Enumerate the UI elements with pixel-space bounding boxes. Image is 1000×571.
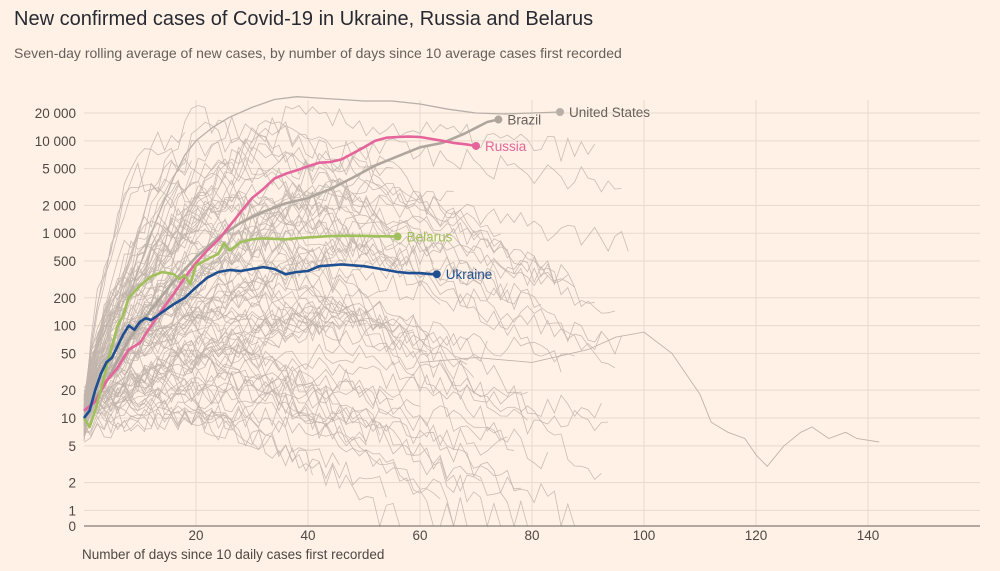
background-country-line <box>83 181 602 481</box>
x-tick-label: 100 <box>633 528 656 543</box>
background-country-line <box>83 404 508 456</box>
highlighted-series <box>82 96 561 429</box>
background-country-line <box>83 266 367 445</box>
background-country-line <box>83 315 508 527</box>
background-country-line <box>83 178 434 437</box>
x-tick-label: 60 <box>412 528 427 543</box>
background-country-line <box>83 274 515 451</box>
background-country-line <box>83 338 259 404</box>
background-country-line <box>83 368 521 494</box>
background-country-line <box>83 194 374 408</box>
y-tick-label: 1 <box>68 503 76 518</box>
x-tick-label: 140 <box>857 528 880 543</box>
background-country-line <box>83 401 615 527</box>
y-tick-label: 2 000 <box>42 198 76 213</box>
y-tick-label: 1 000 <box>42 226 76 241</box>
series-end-marker-ukraine <box>432 270 441 279</box>
background-country-line <box>83 206 522 418</box>
series-line-russia <box>83 135 477 412</box>
background-country-line <box>83 380 501 442</box>
y-tick-label: 20 000 <box>35 106 76 121</box>
chart-subtitle: Seven-day rolling average of new cases, … <box>14 45 622 61</box>
background-country-line <box>83 312 549 470</box>
background-country-line <box>83 369 421 425</box>
background-country-line <box>83 191 354 425</box>
background-country-lines <box>83 104 880 528</box>
background-country-line <box>83 328 481 493</box>
x-axis-label: Number of days since 10 daily cases firs… <box>82 547 384 562</box>
y-tick-label: 2 <box>68 476 76 491</box>
background-country-line <box>83 396 387 498</box>
y-tick-label: 10 000 <box>35 134 76 149</box>
series-line-belarus <box>82 234 398 429</box>
series-label-ukraine: Ukraine <box>446 267 493 282</box>
series-labels: United States Brazil Russia Belarus Ukraine <box>393 105 650 282</box>
series-label-brazil: Brazil <box>507 113 541 128</box>
background-country-line <box>83 386 535 528</box>
series-line-brazil <box>82 118 499 419</box>
background-country-line <box>83 268 427 411</box>
background-country-line <box>83 351 367 447</box>
background-country-line <box>83 400 381 443</box>
y-tick-label: 100 <box>53 319 76 334</box>
series-line-ukraine <box>82 263 437 419</box>
background-country-line <box>83 406 313 476</box>
y-tick-label: 50 <box>61 346 76 361</box>
y-tick-label: 200 <box>53 291 76 306</box>
background-country-line <box>83 371 541 527</box>
background-country-line <box>83 154 508 421</box>
y-tick-label: 0 <box>68 519 76 534</box>
background-country-line <box>83 146 394 437</box>
background-country-line <box>83 121 441 441</box>
axes: 01 2 5 10 20 50 100 200 500 1 000 2 000 5 000 10 000… <box>35 106 980 562</box>
chart-title: New confirmed cases of Covid-19 in Ukrai… <box>14 8 594 30</box>
series-end-marker-russia <box>472 141 480 150</box>
background-country-line <box>83 392 233 429</box>
series-end-marker-belarus <box>393 232 402 241</box>
background-country-line <box>83 408 226 434</box>
background-country-line <box>83 196 549 412</box>
background-country-line <box>83 179 629 425</box>
background-country-line <box>419 331 880 467</box>
series-label-belarus: Belarus <box>407 230 453 245</box>
background-country-line <box>83 271 575 422</box>
y-tick-label: 5 <box>68 439 76 454</box>
grid <box>84 100 980 527</box>
background-country-line <box>83 297 273 439</box>
y-tick-label: 20 <box>61 383 76 398</box>
series-label-russia: Russia <box>485 139 527 154</box>
background-country-line <box>83 131 186 408</box>
background-country-line <box>83 313 340 414</box>
y-tick-label: 10 <box>61 411 76 426</box>
background-country-line <box>83 157 293 420</box>
background-country-line <box>83 120 555 425</box>
background-country-line <box>83 329 286 437</box>
x-tick-label: 120 <box>745 528 768 543</box>
y-tick-label: 5 000 <box>42 162 76 177</box>
series-label-united-states: United States <box>569 105 650 120</box>
x-tick-label: 80 <box>524 528 539 543</box>
background-country-line <box>83 205 199 410</box>
series-line-united-states <box>83 96 561 419</box>
series-end-marker-brazil <box>494 115 503 124</box>
background-country-line <box>83 343 360 423</box>
background-country-line <box>83 179 575 409</box>
background-country-line <box>83 220 434 412</box>
y-tick-label: 500 <box>53 254 76 269</box>
x-tick-label: 20 <box>188 528 203 543</box>
series-end-marker-united-states <box>556 108 564 117</box>
x-tick-label: 40 <box>300 528 315 543</box>
